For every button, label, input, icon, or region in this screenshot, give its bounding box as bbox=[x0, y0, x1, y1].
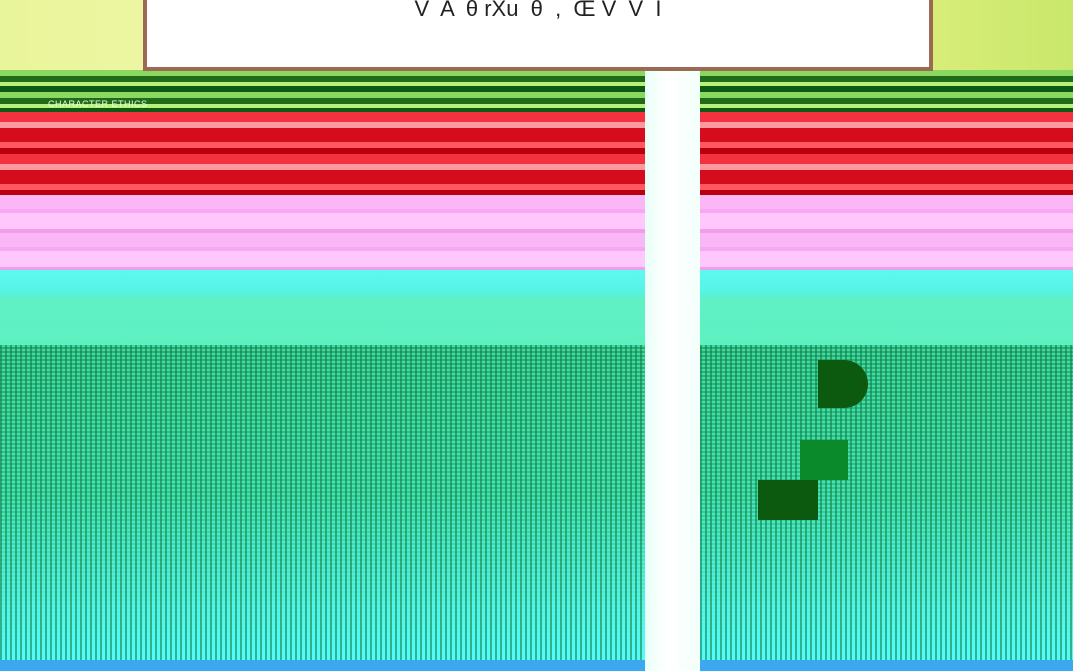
background-band bbox=[0, 270, 1073, 345]
shape bbox=[818, 360, 868, 408]
background-band bbox=[0, 112, 1073, 195]
caption-text: V A θ rXu θ , Œ V V I bbox=[414, 0, 662, 21]
caption-box: V A θ rXu θ , Œ V V I bbox=[143, 0, 933, 71]
background-band bbox=[0, 345, 1073, 660]
sign-text: CHARACTER ETHICS bbox=[48, 99, 148, 109]
shape bbox=[758, 480, 818, 520]
background-band bbox=[0, 70, 1073, 112]
shape bbox=[800, 440, 848, 480]
background-band bbox=[0, 660, 1073, 671]
vertical-stripe bbox=[645, 60, 700, 671]
background-band bbox=[0, 195, 1073, 270]
